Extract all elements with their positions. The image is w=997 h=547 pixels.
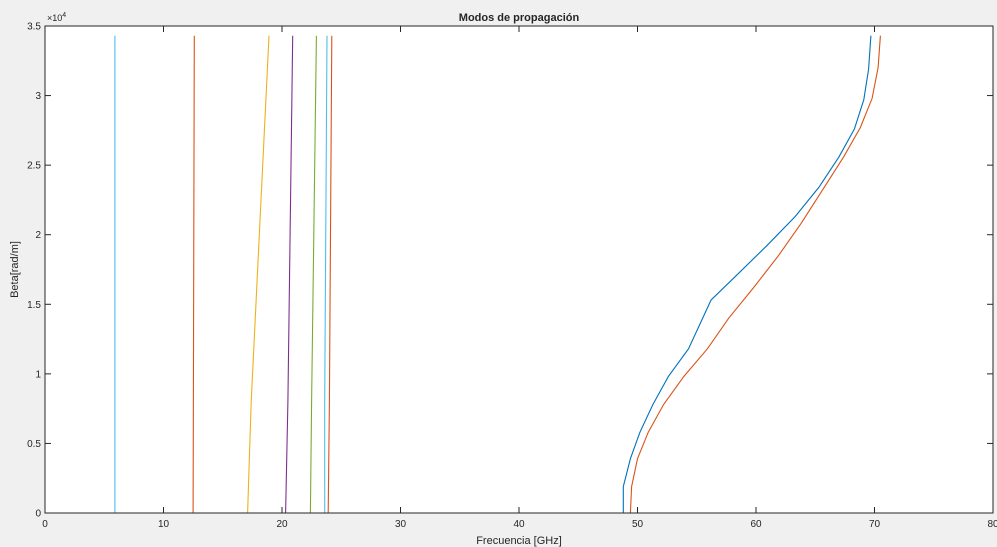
y-tick-label: 3.5	[27, 22, 41, 33]
series-line-6	[324, 35, 328, 513]
x-tick-label: 80	[987, 519, 997, 530]
x-axis: 0 10 20 30 40 50 60 70 80	[42, 26, 997, 530]
x-tick-label: 40	[513, 519, 525, 530]
series-line-4	[285, 35, 294, 514]
x-tick-label: 20	[276, 519, 288, 530]
y-tick-label: 2.5	[27, 161, 41, 172]
series-layer	[114, 35, 881, 514]
series-line-2	[192, 35, 195, 514]
x-tick-label: 70	[869, 519, 881, 530]
x-axis-label: Frecuencia [GHz]	[476, 535, 562, 547]
series-line-9	[629, 35, 881, 514]
x-tick-label: 60	[750, 519, 762, 530]
y-tick-label: 0	[35, 509, 41, 520]
series-line-5	[309, 35, 317, 514]
y-tick-label: 0.5	[27, 439, 41, 450]
series-line-3	[247, 35, 270, 514]
y-axis-label: Beta[rad/m]	[9, 241, 21, 298]
y-tick-label: 2	[35, 230, 41, 241]
series-line-7	[327, 35, 333, 514]
x-tick-label: 10	[158, 519, 170, 530]
y-axis: 0 0.5 1 1.5 2 2.5 3 3.5	[27, 22, 993, 520]
series-line-8	[622, 35, 872, 513]
y-tick-label: 3	[35, 91, 41, 102]
x-tick-label: 0	[42, 519, 48, 530]
y-exponent-label: ×104	[47, 12, 66, 23]
x-tick-label: 50	[632, 519, 644, 530]
y-tick-label: 1	[35, 369, 41, 380]
x-tick-label: 30	[395, 519, 407, 530]
axes-background	[45, 26, 993, 513]
chart-title: Modos de propagación	[459, 12, 580, 24]
y-tick-label: 1.5	[27, 300, 41, 311]
